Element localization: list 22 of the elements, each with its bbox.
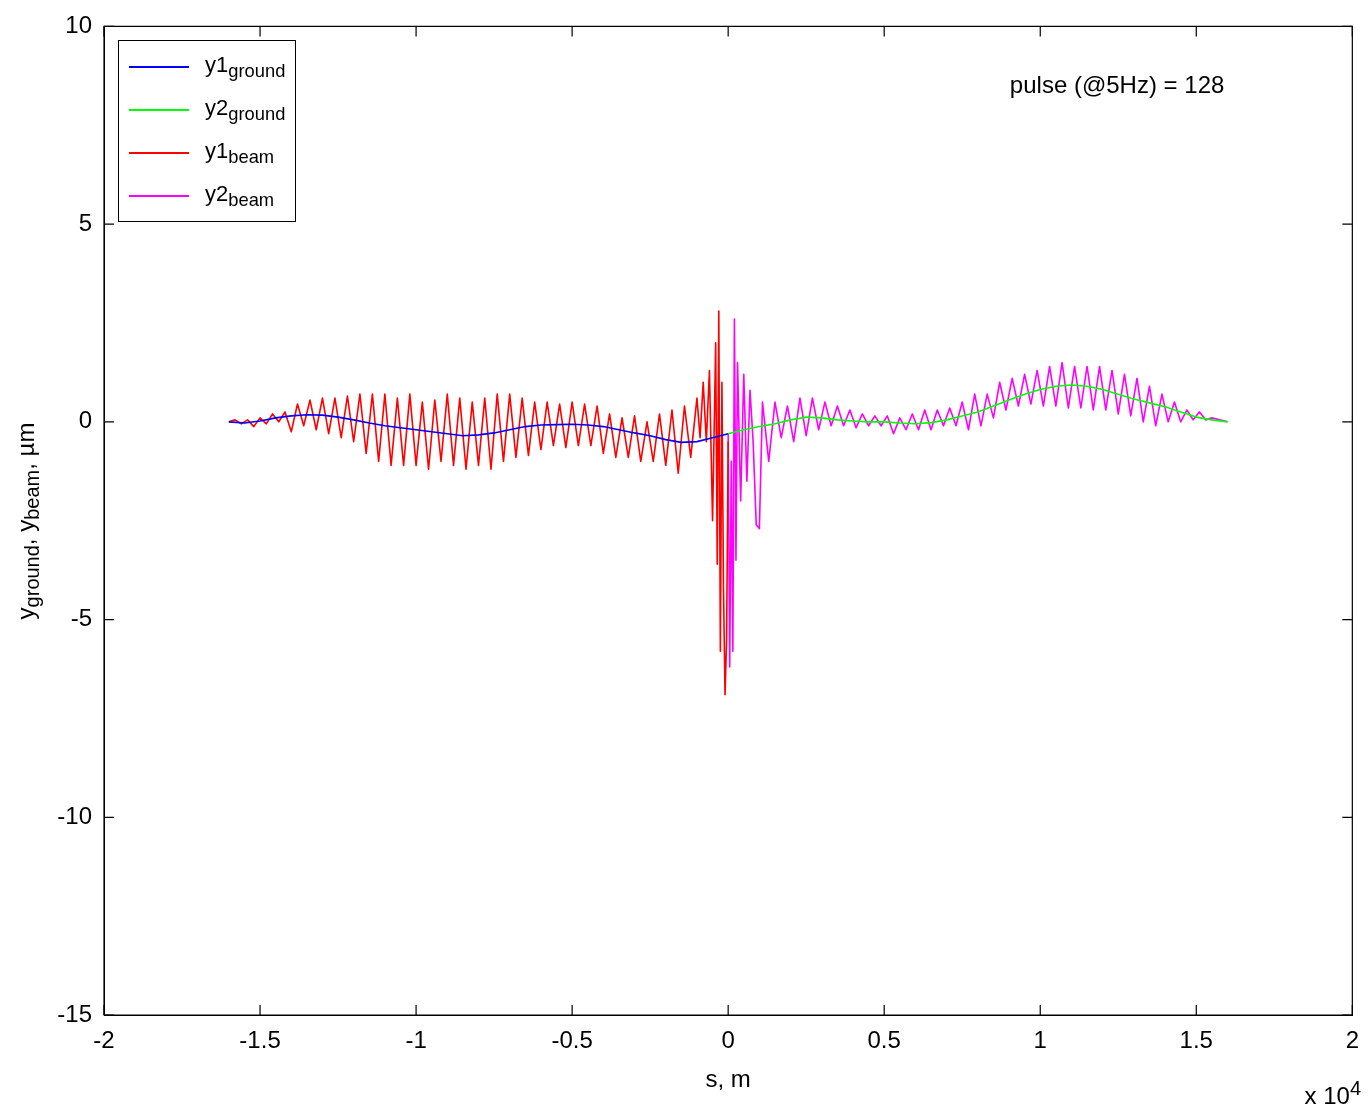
x-tick-label: -1 (405, 1026, 427, 1054)
x-tick-label: 1.5 (1179, 1026, 1213, 1054)
y-tick-label: -5 (70, 604, 92, 632)
legend-label: y2$_{ground}$ (205, 94, 286, 126)
y-tick-label: 0 (78, 406, 92, 434)
x-tick-label: -0.5 (551, 1026, 593, 1054)
legend-label: y2$_{beam}$ (205, 180, 275, 212)
x-tick-label: -2 (93, 1026, 115, 1054)
x-tick-label: 0 (721, 1026, 735, 1054)
y-tick-label: -10 (57, 801, 92, 829)
y-tick-label: 5 (78, 208, 92, 236)
text: x 10$^{4}$ (1304, 1077, 1361, 1107)
x-tick-label: 2 (1345, 1026, 1360, 1054)
x-tick-label: 1 (1033, 1026, 1047, 1054)
x-tick-label: 0.5 (867, 1026, 901, 1054)
legend-label: y1$_{beam}$ (205, 137, 275, 169)
y-tick-label: -15 (57, 999, 92, 1027)
y-tick-label: 10 (65, 11, 92, 39)
x-tick-label: -1.5 (239, 1026, 281, 1054)
annotation: pulse (@5Hz) = 128 (1009, 71, 1225, 100)
legend-label: y1$_{ground}$ (205, 51, 286, 83)
x-axis-title: s, m (705, 1065, 751, 1092)
